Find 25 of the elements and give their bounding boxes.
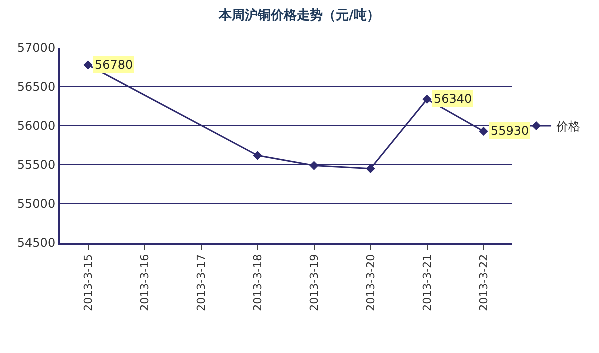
- point: [253, 151, 262, 160]
- data-label: 56780: [95, 58, 134, 72]
- point: [479, 126, 488, 136]
- x-tick-label: 2013-3-21: [420, 254, 434, 312]
- legend-label: 价格: [556, 120, 581, 134]
- y-tick-label: 54500: [17, 236, 56, 250]
- data-label: 55930: [491, 124, 530, 138]
- point: [366, 164, 376, 174]
- x-tick-label: 2013-3-17: [194, 254, 208, 312]
- x-tick-label: 2013-3-22: [477, 254, 490, 312]
- y-tick-label: 55500: [17, 158, 56, 172]
- chart-title: 本周沪铜价格走势（元/吨）: [218, 8, 380, 24]
- point: [310, 161, 319, 170]
- y-tick-label: 57000: [17, 41, 56, 56]
- x-tick-label: 2013-3-19: [308, 254, 321, 312]
- point: [422, 94, 432, 104]
- point: [84, 60, 93, 70]
- x-tick-label: 2013-3-15: [82, 254, 95, 312]
- y-tick-label: 56500: [17, 80, 56, 94]
- data-label: 56340: [434, 92, 472, 106]
- x-tick-label: 2013-3-18: [251, 254, 264, 312]
- x-tick-label: 2013-3-20: [364, 254, 378, 312]
- y-tick-label: 56000: [17, 119, 56, 134]
- y-tick-label: 55000: [17, 197, 56, 212]
- x-tick-label: 2013-3-16: [138, 254, 152, 312]
